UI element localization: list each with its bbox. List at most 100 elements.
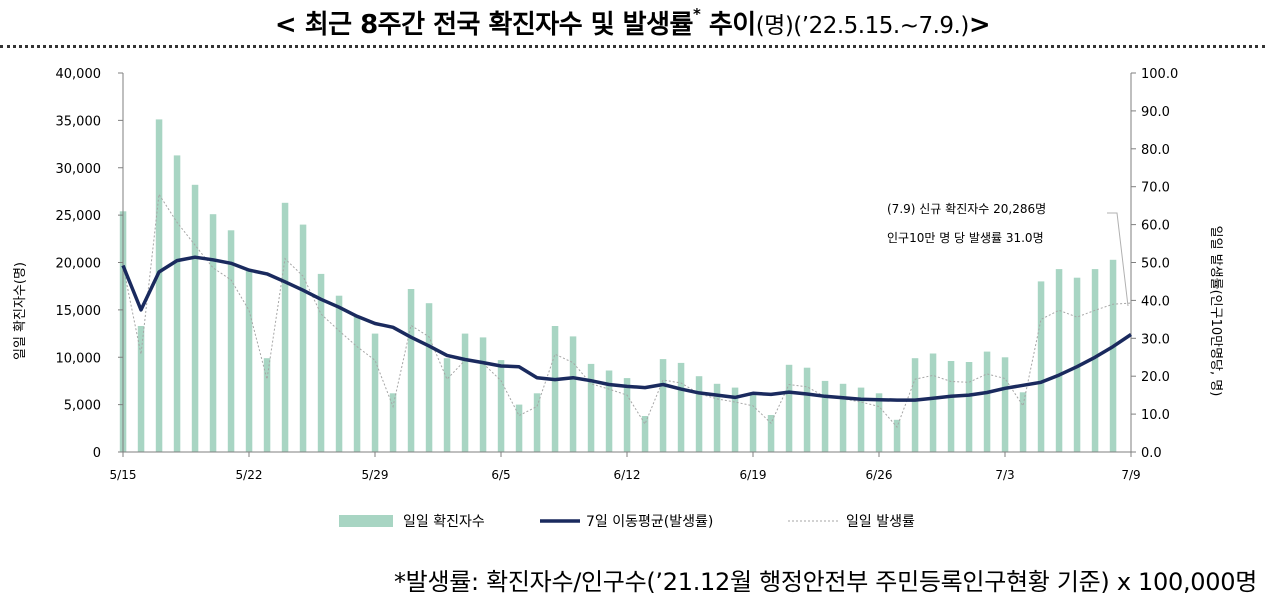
bar bbox=[767, 415, 775, 452]
bar bbox=[1055, 269, 1063, 452]
bar bbox=[623, 378, 631, 452]
y-left-tick-label: 35,000 bbox=[56, 114, 102, 129]
bar bbox=[353, 316, 361, 452]
bar bbox=[155, 119, 163, 453]
bar bbox=[533, 393, 541, 452]
bar bbox=[785, 364, 793, 452]
moving-average-line bbox=[121, 255, 1132, 402]
bar bbox=[569, 336, 577, 452]
bar bbox=[659, 359, 667, 452]
lines-group bbox=[121, 192, 1132, 428]
y-right-tick-label: 10.0 bbox=[1141, 408, 1170, 423]
chart: 0 5,000 10,000 15,000 20,000 25,000 30,000 35,0… bbox=[13, 67, 1223, 530]
bar bbox=[857, 387, 865, 452]
x-tick-label: 5/22 bbox=[236, 468, 263, 482]
y-left-tick-label: 10,000 bbox=[56, 351, 102, 366]
x-tick-label: 6/19 bbox=[740, 468, 767, 482]
bar bbox=[605, 370, 613, 452]
legend: 일일 확진자수 7일 이동평균(발생률) 일일 발생률 bbox=[339, 514, 915, 530]
footnote: *발생률: 확진자수/인구수(’21.12월 행정안전부 주민등록인구현황 기준… bbox=[393, 568, 1257, 596]
y-right-tick-label: 20.0 bbox=[1141, 370, 1170, 385]
x-tick-label: 6/5 bbox=[491, 468, 510, 482]
y-left-tick-label: 20,000 bbox=[56, 257, 102, 272]
bar bbox=[191, 184, 199, 453]
title-star: * bbox=[692, 5, 701, 24]
title-divider bbox=[0, 45, 1265, 48]
y-right-tick-label: 70.0 bbox=[1141, 181, 1170, 196]
legend-label-bars: 일일 확진자수 bbox=[403, 514, 485, 530]
ticks-group: 0 5,000 10,000 15,000 20,000 25,000 30,000 35,0… bbox=[56, 67, 1179, 482]
bar bbox=[695, 376, 703, 452]
bar bbox=[461, 333, 469, 452]
bar bbox=[281, 202, 289, 452]
bar bbox=[749, 392, 757, 452]
bar bbox=[263, 358, 271, 452]
bar bbox=[335, 295, 343, 452]
y-right-tick-label: 40.0 bbox=[1141, 294, 1170, 309]
annotation-line-1: (7.9) 신규 확진자수 20,286명 bbox=[887, 202, 1046, 216]
y-right-tick-label: 60.0 bbox=[1141, 219, 1170, 234]
bar bbox=[227, 230, 235, 452]
title-end: > bbox=[968, 10, 991, 40]
chart-title: < 최근 8주간 전국 확진자수 및 발생률* 추이(명)(’22.5.15.~… bbox=[0, 4, 1265, 41]
bar bbox=[1091, 269, 1099, 452]
bar bbox=[389, 393, 397, 452]
annotation-leader bbox=[1107, 212, 1129, 307]
x-tick-label: 7/9 bbox=[1121, 468, 1140, 482]
x-tick-label: 5/29 bbox=[362, 468, 389, 482]
y-right-tick-label: 90.0 bbox=[1141, 105, 1170, 120]
bar bbox=[983, 351, 991, 452]
title-paren: (명)(’22.5.15.~7.9.) bbox=[755, 13, 970, 39]
bar bbox=[1019, 392, 1027, 452]
bar bbox=[1109, 259, 1117, 452]
y-right-axis-label: 일일 발생률(인구10만명당, 명) bbox=[1208, 226, 1223, 397]
y-left-tick-label: 15,000 bbox=[56, 304, 102, 319]
bar bbox=[641, 416, 649, 452]
y-right-tick-label: 0.0 bbox=[1141, 446, 1162, 461]
y-left-tick-label: 0 bbox=[93, 446, 101, 461]
bar bbox=[1001, 357, 1009, 453]
title-main: < 최근 8주간 전국 확진자수 및 발생률 bbox=[274, 10, 694, 40]
y-right-tick-label: 50.0 bbox=[1141, 257, 1170, 272]
y-left-tick-label: 40,000 bbox=[56, 67, 102, 82]
annotation-line-2: 인구10만 명 당 발생률 31.0명 bbox=[887, 231, 1044, 245]
y-right-tick-label: 30.0 bbox=[1141, 332, 1170, 347]
bar bbox=[839, 383, 847, 452]
bar bbox=[425, 303, 433, 452]
x-tick-label: 5/15 bbox=[110, 468, 137, 482]
bars-group bbox=[119, 119, 1117, 453]
bar bbox=[515, 404, 523, 452]
bar bbox=[407, 289, 415, 452]
bar bbox=[587, 363, 595, 452]
bar bbox=[929, 353, 937, 452]
bar bbox=[731, 387, 739, 452]
bar bbox=[875, 393, 883, 452]
y-right-tick-label: 80.0 bbox=[1141, 143, 1170, 158]
x-tick-label: 7/3 bbox=[995, 468, 1014, 482]
bar bbox=[821, 380, 829, 452]
y-left-tick-label: 25,000 bbox=[56, 209, 102, 224]
bar bbox=[497, 360, 505, 452]
bar bbox=[947, 361, 955, 452]
bar bbox=[299, 224, 307, 452]
title-after: 추이 bbox=[700, 10, 756, 40]
x-tick-label: 6/26 bbox=[866, 468, 893, 482]
bar bbox=[893, 419, 901, 452]
bar bbox=[911, 358, 919, 452]
bar bbox=[245, 269, 253, 452]
legend-swatch-bars bbox=[339, 515, 393, 527]
legend-label-ma: 7일 이동평균(발생률) bbox=[586, 514, 713, 530]
bar bbox=[965, 362, 973, 452]
bar bbox=[803, 367, 811, 452]
bar bbox=[479, 337, 487, 452]
bar bbox=[371, 333, 379, 452]
y-left-tick-label: 30,000 bbox=[56, 162, 102, 177]
bar bbox=[551, 326, 559, 452]
y-left-axis-label: 일일 확진자수(명) bbox=[13, 262, 28, 360]
bar bbox=[443, 358, 451, 452]
bar bbox=[137, 326, 145, 452]
x-tick-label: 6/12 bbox=[614, 468, 641, 482]
bar bbox=[677, 362, 685, 452]
daily-rate-line bbox=[122, 192, 1132, 428]
y-right-tick-label: 100.0 bbox=[1141, 67, 1178, 82]
